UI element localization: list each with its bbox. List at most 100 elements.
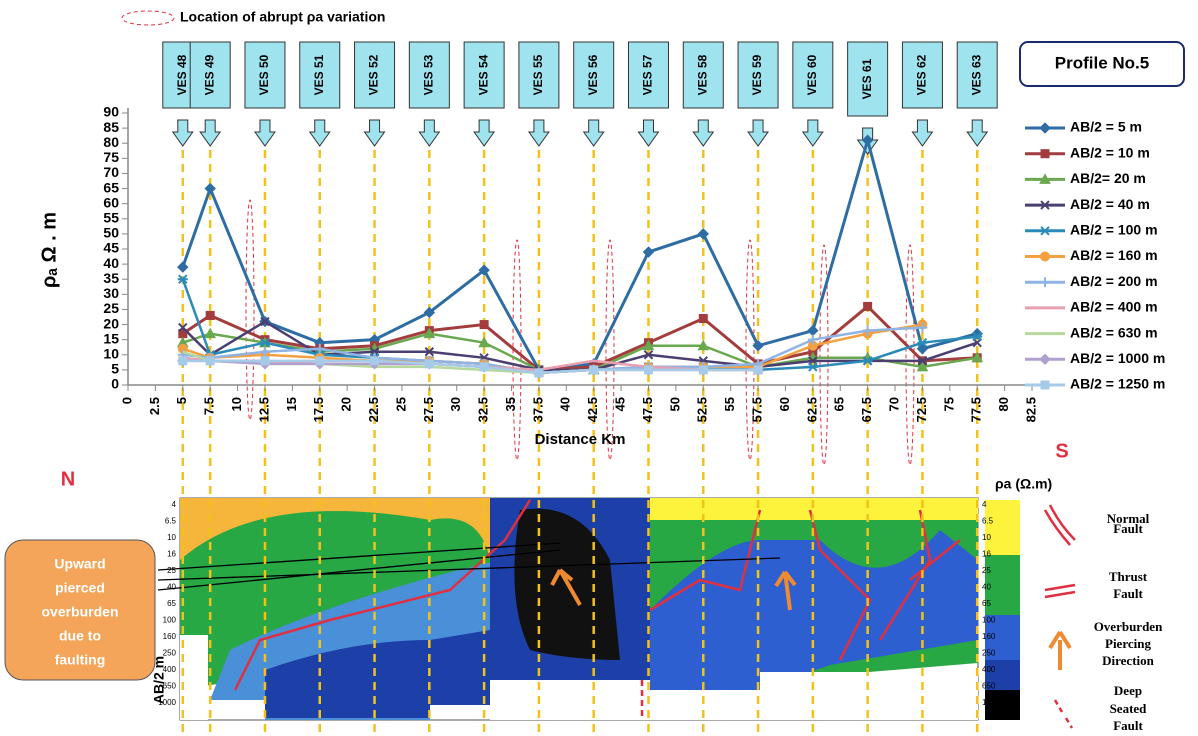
depth-label: 16 [982,550,991,559]
ves-arrow [693,120,713,146]
marker [643,247,653,257]
depth-label: 10 [167,533,176,542]
depth-label: 1000 [158,698,176,707]
marker [316,357,324,365]
marker [261,357,269,365]
x-tick-label: 82.5 [1023,397,1038,422]
scale-swatch [985,500,1020,555]
scale-title: ρa (Ω.m) [995,476,1052,492]
callout-text: Upward [54,556,105,572]
ves-arrow [638,120,658,146]
abrupt-variation [606,240,614,460]
marker [179,357,187,365]
legend-label: AB/2 = 400 m [1070,299,1158,315]
marker [864,302,872,310]
x-tick-label: 75 [941,397,956,411]
y-tick-label: 80 [103,134,119,150]
x-tick-label: 55 [722,397,737,411]
y-tick-label: 25 [103,300,119,316]
callout-text: overburden [41,604,118,620]
x-tick-label: 57.5 [749,397,764,422]
callout-text: pierced [55,580,105,596]
ves-label: VES 61 [860,58,874,99]
x-tick-label: 40 [558,397,573,411]
legend-label: AB/2 = 5 m [1070,119,1142,135]
legend-arrow [1050,632,1070,670]
legend-symbols [1045,505,1075,728]
legend-label: AB/2 = 160 m [1070,247,1158,263]
marker [698,229,708,239]
marker [1041,252,1050,261]
x-tick-label: 47.5 [640,397,655,422]
depth-label: 250 [982,649,996,658]
ves-label: VES 49 [202,54,216,95]
marker [1040,354,1050,364]
x-tick-label: 7.5 [202,397,217,415]
x-tick-label: 35 [503,397,518,411]
depth-label: 100 [163,616,177,625]
depth-label: 650 [163,682,177,691]
y-tick-label: 15 [103,330,119,346]
depth-label: 25 [982,566,991,575]
y-tick-label: 50 [103,225,119,241]
marker [535,369,543,377]
marker [371,357,379,365]
ves-arrow [419,120,439,146]
abrupt-variation [746,240,754,460]
x-tick-label: 77.5 [969,397,984,422]
ves-label: VES 57 [641,54,655,95]
marker [644,366,652,374]
depth-label: 1000 [982,698,1000,707]
y-tick-label: 60 [103,194,119,210]
blank [490,680,650,720]
legend-label: AB/2 = 200 m [1070,273,1158,289]
ves-label: VES 60 [805,54,819,95]
x-tick-label: 62.5 [804,397,819,422]
depth-label: 160 [163,632,177,641]
ves-label: VES 55 [531,54,545,95]
ves-arrow [748,120,768,146]
marker [480,363,488,371]
y-tick-label: 30 [103,285,119,301]
x-tick-label: 72.5 [914,397,929,422]
x-tick-label: 30 [448,397,463,411]
section-legend-text: Seated [1110,701,1148,716]
annotation: Location of abrupt ρa variation [180,9,385,25]
marker [205,184,215,194]
y-tick-label: 55 [103,209,119,225]
x-tick-label: 27.5 [421,397,436,422]
ves-arrow [365,120,385,146]
depth-label: 10 [982,533,991,542]
depth-label: 400 [163,665,177,674]
north-label: N [61,468,75,490]
marker [754,366,762,374]
y-tick-label: 65 [103,179,119,195]
legend-label: AB/2 = 1000 m [1070,350,1165,366]
depth-label: 6.5 [982,517,994,526]
y-tick-label: 10 [103,345,119,361]
y-tick-label: 5 [111,361,119,377]
depth-label: 160 [982,632,996,641]
depth-axis-title: AB/2 m [151,656,167,704]
depth-label: 16 [167,550,176,559]
ves-arrow [803,120,823,146]
legend-label: AB/2 = 100 m [1070,222,1158,238]
y-tick-label: 40 [103,255,119,271]
y-tick-label: 20 [103,315,119,331]
ves-arrow [173,120,193,146]
x-tick-label: 52.5 [695,397,710,422]
marker [1041,381,1049,389]
callout-text: due to [59,628,101,644]
ves-label: VES 63 [969,54,983,95]
ves-arrow [912,120,932,146]
depth-label: 65 [982,599,991,608]
ves-arrow [474,120,494,146]
south-label: S [1055,440,1068,462]
ves-arrow [200,120,220,146]
marker [1040,277,1050,287]
section-legend-text: Deep [1114,683,1142,698]
blank [760,672,978,720]
legend-label: AB/2= 20 m [1070,170,1146,186]
depth-label: 40 [167,583,176,592]
marker [178,262,188,272]
